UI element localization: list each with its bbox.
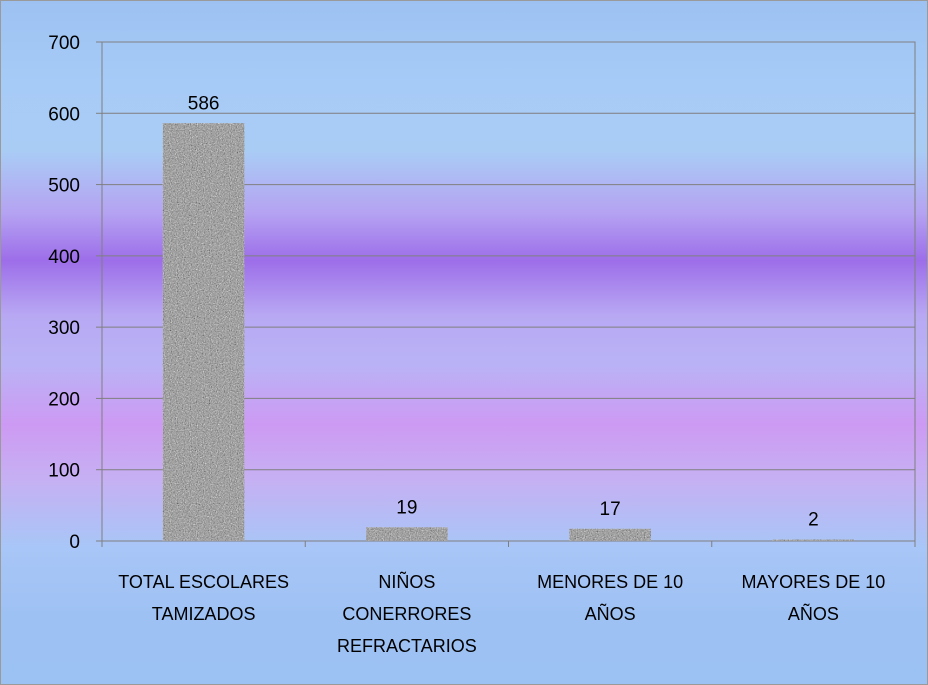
data-label: 2	[808, 510, 819, 531]
y-tick-label: 400	[48, 247, 80, 268]
category-label-line: AÑOS	[788, 603, 839, 624]
bar	[366, 527, 448, 541]
bar	[569, 528, 651, 541]
category-label-line: TAMIZADOS	[152, 604, 256, 624]
category-label-line: AÑOS	[585, 603, 636, 624]
y-tick-label: 500	[48, 176, 80, 197]
category-label-line: MAYORES DE 10	[742, 572, 886, 592]
category-label: MAYORES DE 10 AÑOS	[742, 572, 886, 624]
labels: 0 100 200 300 400 500 600 700 586 TOTAL ESCOLARES…	[48, 33, 885, 656]
y-tick-label: 700	[48, 33, 80, 54]
data-label: 17	[600, 499, 621, 520]
bar-texture	[569, 528, 651, 541]
category-label: TOTAL ESCOLARES TAMIZADOS	[118, 572, 289, 624]
category-label-line: CONERRORES	[342, 604, 471, 624]
y-tick-label: 100	[48, 461, 80, 482]
y-tick-label: 300	[48, 318, 80, 339]
category-label-line: MENORES DE 10	[537, 572, 683, 592]
bar-texture	[772, 539, 855, 541]
category-label: MENORES DE 10 AÑOS	[537, 572, 683, 624]
data-label: 19	[396, 497, 417, 518]
y-tick-label: 200	[48, 389, 80, 410]
category-label-line: REFRACTARIOS	[337, 636, 477, 656]
category-label: NIÑOS CONERRORES REFRACTARIOS	[337, 571, 477, 656]
data-label: 586	[188, 93, 220, 114]
y-tick-label: 0	[69, 532, 80, 553]
bar-texture	[162, 123, 245, 541]
bars	[162, 123, 855, 541]
bar	[162, 123, 245, 541]
bar	[772, 539, 855, 541]
category-label-line: TOTAL ESCOLARES	[118, 572, 289, 592]
bar-texture	[366, 527, 448, 541]
category-label-line: NIÑOS	[378, 571, 435, 592]
y-tick-label: 600	[48, 104, 80, 125]
